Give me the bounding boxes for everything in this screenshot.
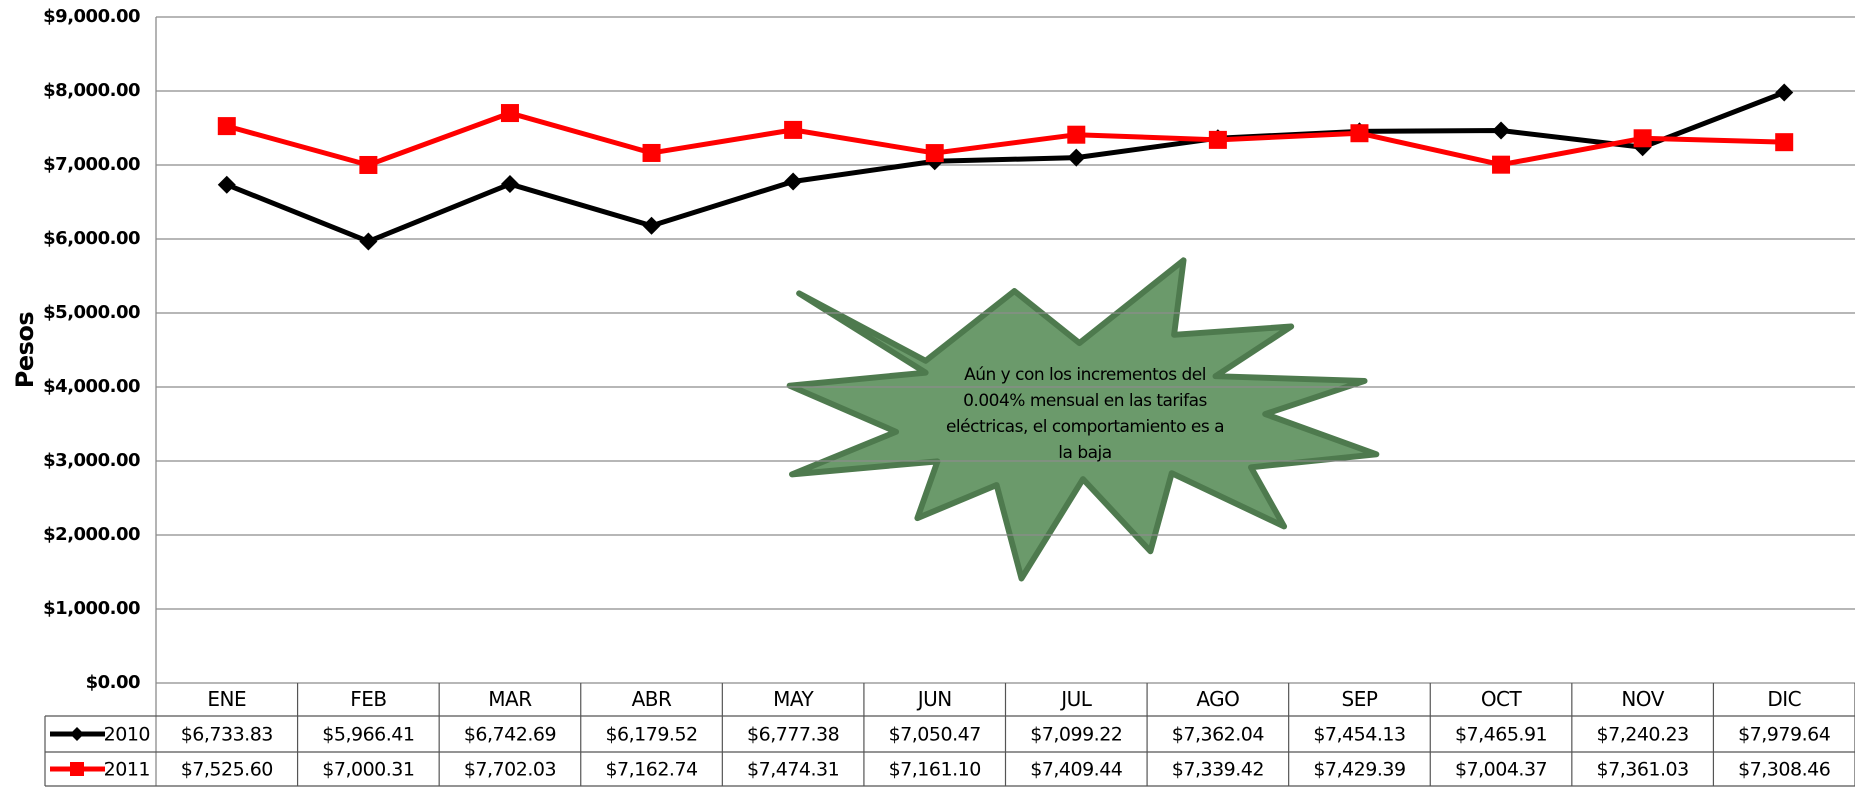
category-label: MAY	[773, 687, 814, 711]
table-value: $7,004.37	[1455, 759, 1547, 781]
legend-marker	[70, 727, 84, 741]
legend-label: 2011	[104, 759, 150, 781]
table-value: $7,525.60	[181, 759, 273, 781]
y-axis-label: Pesos	[11, 312, 39, 389]
y-tick-label: $5,000.00	[43, 302, 140, 323]
marker	[1775, 133, 1794, 152]
table-value: $7,362.04	[1172, 724, 1265, 746]
category-label: DIC	[1767, 687, 1801, 711]
table-value: $7,240.23	[1597, 724, 1689, 746]
marker	[1350, 124, 1369, 143]
table-value: $7,454.13	[1313, 724, 1405, 746]
marker	[1775, 83, 1794, 102]
category-label: SEP	[1342, 687, 1378, 711]
table-value: $7,702.03	[464, 759, 556, 781]
category-label: ENE	[207, 687, 246, 711]
legend-marker	[70, 762, 84, 776]
annotation: Aún y con los incrementos del 0.004% men…	[945, 365, 1225, 463]
marker	[1492, 121, 1511, 140]
table-value: $6,742.69	[464, 724, 556, 746]
y-tick-label: $9,000.00	[43, 6, 140, 27]
marker	[784, 120, 803, 139]
marker	[925, 144, 944, 163]
marker	[500, 175, 519, 194]
category-label: MAR	[488, 687, 532, 711]
table-value: $7,161.10	[889, 759, 981, 781]
category-label: JUN	[916, 687, 952, 711]
category-label: AGO	[1196, 687, 1239, 711]
starburst	[786, 257, 1380, 582]
table-value: $7,409.44	[1030, 759, 1123, 781]
y-tick-label: $7,000.00	[43, 154, 140, 175]
table-value: $7,979.64	[1738, 724, 1831, 746]
marker	[1633, 129, 1652, 148]
table-value: $6,777.38	[747, 724, 839, 746]
marker	[217, 175, 236, 194]
marker	[1208, 130, 1227, 149]
marker	[359, 155, 378, 174]
table-value: $7,339.42	[1172, 759, 1264, 781]
marker	[642, 216, 661, 235]
category-label: ABR	[632, 687, 672, 711]
y-tick-label: $1,000.00	[43, 598, 140, 619]
category-label: FEB	[350, 687, 386, 711]
table-value: $6,179.52	[605, 724, 697, 746]
y-tick-label: $4,000.00	[43, 376, 140, 397]
series-line	[225, 90, 1786, 244]
table-value: $7,361.03	[1597, 759, 1689, 781]
y-tick-label: $3,000.00	[43, 450, 140, 471]
table-value: $7,429.39	[1313, 759, 1405, 781]
category-label: NOV	[1621, 687, 1664, 711]
y-tick-label: $0.00	[86, 672, 140, 693]
table-value: $7,465.91	[1455, 724, 1547, 746]
table-value: $7,050.47	[889, 724, 981, 746]
y-tick-label: $8,000.00	[43, 80, 140, 101]
legend-label: 2010	[104, 724, 150, 746]
marker	[642, 143, 661, 162]
marker	[217, 117, 236, 136]
category-label: OCT	[1481, 687, 1523, 711]
series-line	[226, 110, 1785, 168]
table-value: $7,000.31	[322, 759, 414, 781]
table-value: $7,474.31	[747, 759, 839, 781]
marker	[359, 232, 378, 251]
marker	[500, 104, 519, 123]
marker	[1067, 125, 1086, 144]
table-value: $5,966.41	[322, 724, 414, 746]
marker	[1492, 155, 1511, 174]
table-value: $7,162.74	[605, 759, 698, 781]
marker	[1067, 148, 1086, 167]
marker	[784, 172, 803, 191]
table-value: $6,733.83	[181, 724, 273, 746]
y-tick-label: $2,000.00	[43, 524, 140, 545]
table-value: $7,099.22	[1030, 724, 1122, 746]
category-label: JUL	[1059, 687, 1093, 711]
y-tick-label: $6,000.00	[43, 228, 140, 249]
table-value: $7,308.46	[1738, 759, 1830, 781]
